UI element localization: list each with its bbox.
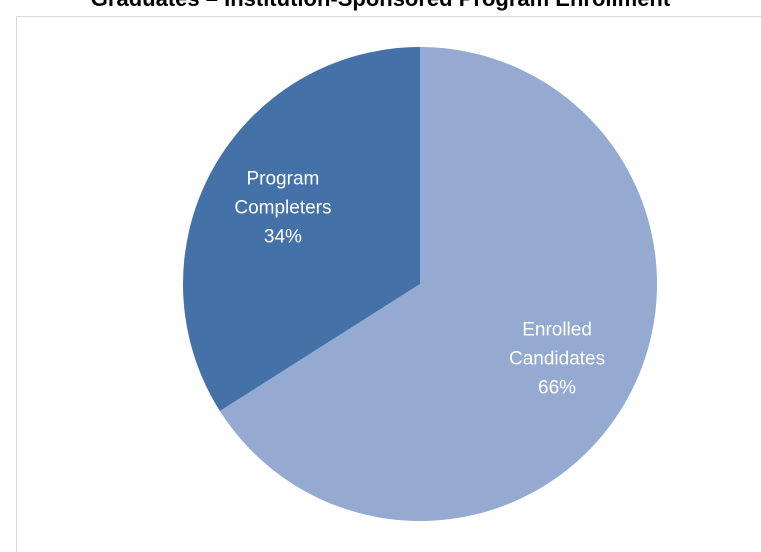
pie-slices — [183, 46, 657, 521]
pie-slice-program-completers — [183, 46, 420, 411]
slice-category-label: Completers — [234, 198, 331, 219]
slice-category-label: Program — [246, 169, 319, 190]
slice-category-label: Enrolled — [522, 319, 592, 340]
chart-frame — [16, 16, 761, 552]
slice-category-label: Candidates — [509, 348, 605, 369]
slice-percent-label: 34% — [264, 227, 302, 248]
chart-title: Graduates – Institution-Sponsored Progra… — [0, 0, 761, 12]
slice-percent-label: 66% — [538, 377, 576, 398]
pie-slice-enrolled-candidates — [219, 46, 657, 521]
pie-labels: Enrolled Candidates 66% Program Completers 34… — [234, 169, 605, 399]
